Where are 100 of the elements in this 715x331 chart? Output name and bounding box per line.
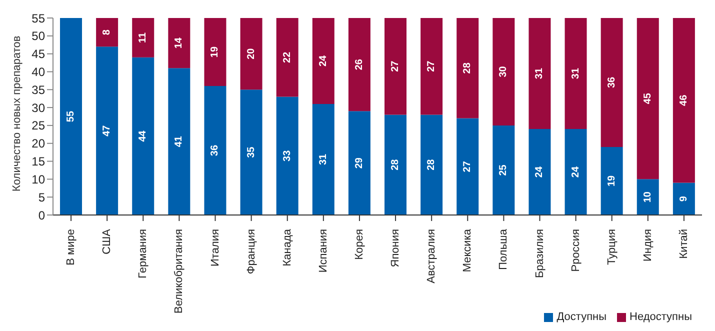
bar (384, 114, 406, 215)
data-label: 44 (138, 130, 149, 142)
data-label: 27 (462, 160, 474, 172)
data-label: 36 (606, 76, 618, 88)
bar (96, 18, 118, 47)
bar (312, 104, 334, 215)
bar (528, 129, 551, 215)
data-label: 19 (210, 46, 221, 58)
x-tick-label: Япония (390, 228, 402, 268)
data-label: 24 (570, 166, 582, 178)
data-label: 28 (390, 158, 401, 170)
bar (420, 18, 443, 115)
x-tick-label: Австралия (426, 228, 438, 284)
x-tick-label: Бразилия (534, 228, 546, 278)
bar (60, 18, 82, 215)
x-tick-label: Рроссия (570, 228, 582, 272)
bar (168, 68, 190, 215)
x-tick-label: Мексика (462, 228, 474, 272)
data-label: 20 (246, 48, 257, 60)
bar (456, 118, 479, 215)
x-tick-label: Канада (281, 228, 294, 266)
data-label: 29 (354, 157, 365, 169)
data-label: 31 (534, 68, 546, 80)
data-label: 22 (282, 51, 293, 63)
data-label: 35 (246, 146, 257, 158)
bar (564, 18, 587, 130)
y-tick-label: 5 (38, 190, 46, 204)
y-tick-label: 30 (32, 100, 46, 115)
bar (240, 18, 262, 90)
bar (420, 114, 443, 215)
bar (132, 57, 154, 215)
x-tick-label: Турция (606, 228, 618, 265)
bar (564, 129, 587, 215)
data-label: 45 (642, 92, 654, 104)
bar (348, 111, 370, 215)
y-tick-label: 40 (32, 64, 46, 79)
data-label: 46 (678, 94, 690, 106)
bar (528, 18, 551, 130)
data-label: 24 (534, 166, 546, 178)
bar (312, 18, 334, 104)
x-tick-label: Китай (678, 229, 690, 259)
x-tick-label: В мире (65, 229, 78, 266)
y-tick-label: 15 (32, 154, 46, 169)
data-label: 27 (426, 60, 438, 72)
data-label: 11 (138, 32, 149, 43)
data-label: 28 (462, 62, 474, 74)
bar (384, 18, 406, 115)
legend-label: Доступны (556, 311, 607, 323)
x-tick-label: США (101, 228, 114, 254)
y-axis-title: Количество новых препаратов (10, 36, 23, 192)
bar (96, 46, 118, 215)
y-tick-label: 55 (32, 11, 46, 26)
data-label: 30 (498, 66, 510, 78)
data-label: 55 (66, 110, 76, 122)
x-tick-label: Польша (498, 228, 510, 270)
data-label: 19 (606, 174, 618, 187)
bar (132, 18, 154, 58)
data-label: 31 (570, 68, 582, 80)
bar (672, 18, 695, 183)
data-label: 26 (354, 58, 365, 70)
x-tick-label: Корея (353, 228, 366, 260)
data-label: 36 (210, 144, 221, 156)
bar (636, 179, 659, 215)
data-label: 27 (390, 60, 401, 72)
x-tick-label: Италия (209, 228, 222, 266)
data-label: 9 (678, 196, 690, 202)
bar (168, 18, 190, 68)
x-tick-label: Германия (137, 228, 150, 278)
bar (276, 18, 298, 97)
bar (600, 146, 623, 215)
x-tick-label: Индия (642, 228, 654, 262)
bar (672, 182, 695, 215)
data-label: 41 (174, 136, 185, 148)
data-label: 25 (498, 164, 510, 176)
bar (276, 96, 298, 215)
bar (348, 18, 370, 112)
bar (600, 18, 623, 147)
data-label: 33 (282, 150, 293, 162)
data-label: 8 (102, 29, 113, 36)
data-label: 47 (102, 124, 113, 136)
bar (240, 90, 262, 215)
y-tick-label: 20 (32, 136, 46, 151)
bar (636, 18, 659, 180)
bar (456, 18, 479, 118)
x-tick-label: Франция (245, 228, 258, 274)
bar (492, 125, 515, 215)
y-tick-label: 45 (32, 47, 46, 62)
bar (204, 18, 226, 86)
y-tick-label: 0 (38, 208, 46, 222)
x-tick-label: Испания (317, 228, 330, 273)
x-tick-label: Великобритания (173, 228, 186, 314)
y-tick-label: 25 (32, 118, 46, 133)
y-tick-label: 10 (32, 172, 46, 186)
y-tick-label: 35 (32, 82, 46, 97)
bar (204, 86, 226, 215)
data-label: 10 (642, 191, 654, 203)
data-label: 31 (318, 153, 329, 166)
legend-label: Недоступны (630, 311, 692, 323)
data-label: 14 (174, 37, 185, 49)
y-tick-label: 50 (32, 29, 46, 44)
